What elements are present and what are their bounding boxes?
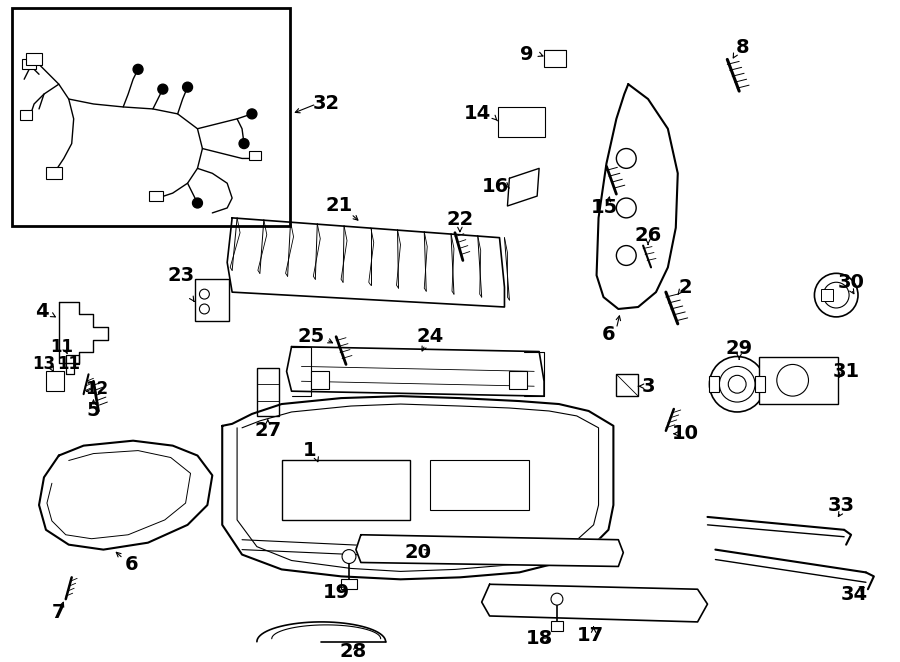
Text: 12: 12 [85,380,108,398]
Bar [282,461,410,520]
Bar [755,376,765,392]
Text: 23: 23 [167,266,194,285]
Circle shape [616,198,636,218]
Bar [341,579,357,589]
Polygon shape [222,396,614,579]
Polygon shape [39,441,212,549]
Bar [148,191,163,201]
Text: 20: 20 [405,543,432,562]
Circle shape [247,109,256,119]
Text: 27: 27 [254,421,282,440]
Text: 28: 28 [339,642,366,661]
Polygon shape [356,535,624,567]
Text: 26: 26 [634,226,662,245]
Circle shape [551,593,562,605]
Bar [311,371,329,389]
Text: 13: 13 [32,355,56,373]
Bar [20,110,32,120]
Circle shape [239,138,249,148]
Bar [194,279,230,321]
Text: 8: 8 [735,38,749,57]
Bar [26,54,42,66]
Bar [822,289,833,301]
Text: 7: 7 [52,602,66,622]
Circle shape [709,357,765,412]
Bar [46,371,64,391]
Text: 3: 3 [642,377,655,396]
Circle shape [183,82,193,92]
Circle shape [728,375,746,393]
Text: 6: 6 [601,325,616,344]
Text: 21: 21 [326,197,353,216]
Text: 30: 30 [838,273,865,292]
Text: 19: 19 [322,583,350,602]
Text: 32: 32 [312,95,340,113]
Text: 4: 4 [35,303,49,322]
Bar [256,368,279,416]
Circle shape [616,148,636,168]
Bar [498,107,545,136]
Text: 18: 18 [526,630,553,648]
Bar [551,621,562,631]
Circle shape [824,282,849,308]
Text: 5: 5 [86,401,100,420]
Text: 17: 17 [577,626,604,645]
Circle shape [200,304,210,314]
Circle shape [133,64,143,74]
Circle shape [814,273,858,317]
Text: 24: 24 [417,327,444,346]
Text: 25: 25 [298,327,325,346]
Circle shape [342,549,356,563]
Circle shape [200,289,210,299]
Text: 10: 10 [672,424,699,444]
Text: 14: 14 [464,105,491,123]
Text: 22: 22 [446,211,473,229]
Text: 33: 33 [828,496,855,514]
Circle shape [193,198,202,208]
Circle shape [719,366,755,402]
Text: 11: 11 [58,355,80,373]
Text: 2: 2 [679,277,692,297]
Text: 16: 16 [482,177,509,196]
Text: 29: 29 [725,339,752,358]
Polygon shape [227,218,505,307]
Polygon shape [286,347,544,396]
Bar [13,8,290,226]
Bar [46,167,62,179]
Circle shape [616,246,636,265]
Bar [759,357,838,404]
Circle shape [158,84,167,94]
Bar [544,50,566,68]
Bar [616,374,638,396]
Text: 31: 31 [832,362,859,381]
Bar [22,60,36,70]
Bar [430,461,529,510]
Text: 1: 1 [302,441,316,460]
Polygon shape [597,84,678,309]
Bar [249,150,261,160]
Text: 9: 9 [519,45,533,64]
Text: 15: 15 [591,199,618,217]
Circle shape [777,365,808,396]
Text: 34: 34 [841,585,868,604]
Bar [509,371,527,389]
Bar [709,376,719,392]
Polygon shape [482,585,707,622]
Text: 11: 11 [50,338,73,355]
Text: 6: 6 [124,555,138,574]
